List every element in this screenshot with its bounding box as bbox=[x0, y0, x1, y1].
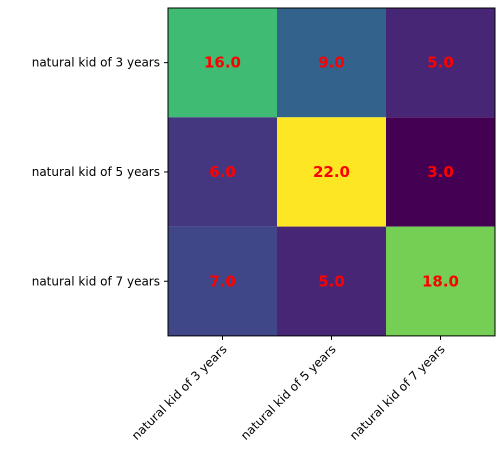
y-axis: natural kid of 3 years natural kid of 5 y… bbox=[32, 56, 168, 289]
cell-value-label-r2-c2: 18.0 bbox=[422, 272, 459, 290]
x-tick-label-1: natural kid of 5 years bbox=[238, 342, 339, 443]
cell-value-label-r1-c2: 3.0 bbox=[427, 163, 454, 181]
y-tick-label-1: natural kid of 5 years bbox=[32, 165, 160, 179]
x-tick-label-2: natural kid of 7 years bbox=[347, 342, 448, 443]
y-tick-label-2: natural kid of 7 years bbox=[32, 274, 160, 288]
cell-value-label-r1-c1: 22.0 bbox=[313, 163, 350, 181]
y-tick-label-0: natural kid of 3 years bbox=[32, 56, 160, 70]
cell-value-label-r2-c1: 5.0 bbox=[318, 272, 345, 290]
x-tick-label-0: natural kid of 3 years bbox=[129, 342, 230, 443]
cell-value-label-r0-c2: 5.0 bbox=[427, 54, 454, 72]
x-axis: natural kid of 3 years natural kid of 5 y… bbox=[129, 336, 448, 443]
cell-value-label-r0-c1: 9.0 bbox=[318, 54, 345, 72]
cell-value-label-r0-c0: 16.0 bbox=[204, 54, 241, 72]
cell-value-label-r1-c0: 6.0 bbox=[209, 163, 236, 181]
cell-value-label-r2-c0: 7.0 bbox=[209, 272, 236, 290]
